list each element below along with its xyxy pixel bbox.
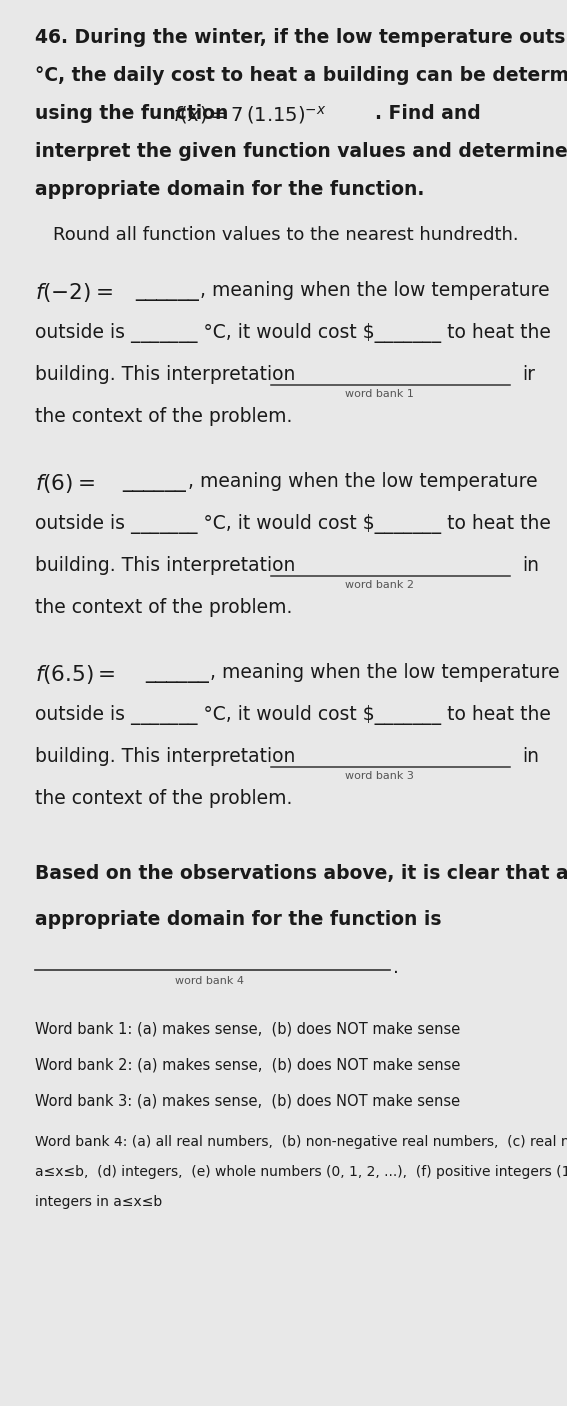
Text: $f(x) = 7\,(1.15)^{-x}$: $f(x) = 7\,(1.15)^{-x}$ xyxy=(173,104,327,127)
Text: using the function: using the function xyxy=(35,104,235,122)
Text: integers in a≤x≤b: integers in a≤x≤b xyxy=(35,1195,162,1209)
Text: in: in xyxy=(522,747,539,766)
Text: in: in xyxy=(522,555,539,575)
Text: $f(-2) =$: $f(-2) =$ xyxy=(35,281,113,304)
Text: , meaning when the low temperature: , meaning when the low temperature xyxy=(200,281,549,299)
Text: , meaning when the low temperature: , meaning when the low temperature xyxy=(188,472,538,491)
Text: 46. During the winter, if the low temperature outside is x: 46. During the winter, if the low temper… xyxy=(35,28,567,46)
Text: ir: ir xyxy=(522,366,535,384)
Text: word bank 3: word bank 3 xyxy=(345,770,414,780)
Text: ______: ______ xyxy=(122,472,186,492)
Text: $f(6) =$: $f(6) =$ xyxy=(35,472,95,495)
Text: ______: ______ xyxy=(145,664,209,683)
Text: appropriate domain for the function is: appropriate domain for the function is xyxy=(35,910,442,929)
Text: outside is _______ °C, it would cost $_______ to heat the: outside is _______ °C, it would cost $__… xyxy=(35,515,551,534)
Text: interpret the given function values and determine an: interpret the given function values and … xyxy=(35,142,567,162)
Text: Word bank 4: (a) all real numbers,  (b) non-negative real numbers,  (c) real num: Word bank 4: (a) all real numbers, (b) n… xyxy=(35,1135,567,1149)
Text: appropriate domain for the function.: appropriate domain for the function. xyxy=(35,180,424,200)
Text: °C, the daily cost to heat a building can be determined: °C, the daily cost to heat a building ca… xyxy=(35,66,567,84)
Text: ______: ______ xyxy=(135,281,199,301)
Text: the context of the problem.: the context of the problem. xyxy=(35,406,293,426)
Text: word bank 2: word bank 2 xyxy=(345,581,414,591)
Text: Word bank 3: (a) makes sense,  (b) does NOT make sense: Word bank 3: (a) makes sense, (b) does N… xyxy=(35,1094,460,1109)
Text: word bank 1: word bank 1 xyxy=(345,389,414,399)
Text: building. This interpretation: building. This interpretation xyxy=(35,747,295,766)
Text: the context of the problem.: the context of the problem. xyxy=(35,789,293,808)
Text: building. This interpretation: building. This interpretation xyxy=(35,366,295,384)
Text: .: . xyxy=(393,957,399,977)
Text: . Find and: . Find and xyxy=(375,104,481,122)
Text: outside is _______ °C, it would cost $_______ to heat the: outside is _______ °C, it would cost $__… xyxy=(35,704,551,725)
Text: Word bank 2: (a) makes sense,  (b) does NOT make sense: Word bank 2: (a) makes sense, (b) does N… xyxy=(35,1057,460,1073)
Text: $f(6.5) =$: $f(6.5) =$ xyxy=(35,664,116,686)
Text: a≤x≤b,  (d) integers,  (e) whole numbers (0, 1, 2, ...),  (f) positive integers : a≤x≤b, (d) integers, (e) whole numbers (… xyxy=(35,1166,567,1180)
Text: Based on the observations above, it is clear that an: Based on the observations above, it is c… xyxy=(35,865,567,883)
Text: the context of the problem.: the context of the problem. xyxy=(35,598,293,617)
Text: building. This interpretation: building. This interpretation xyxy=(35,555,295,575)
Text: Word bank 1: (a) makes sense,  (b) does NOT make sense: Word bank 1: (a) makes sense, (b) does N… xyxy=(35,1022,460,1038)
Text: outside is _______ °C, it would cost $_______ to heat the: outside is _______ °C, it would cost $__… xyxy=(35,323,551,343)
Text: , meaning when the low temperature: , meaning when the low temperature xyxy=(210,664,560,682)
Text: Round all function values to the nearest hundredth.: Round all function values to the nearest… xyxy=(53,226,519,245)
Text: word bank 4: word bank 4 xyxy=(175,976,244,986)
